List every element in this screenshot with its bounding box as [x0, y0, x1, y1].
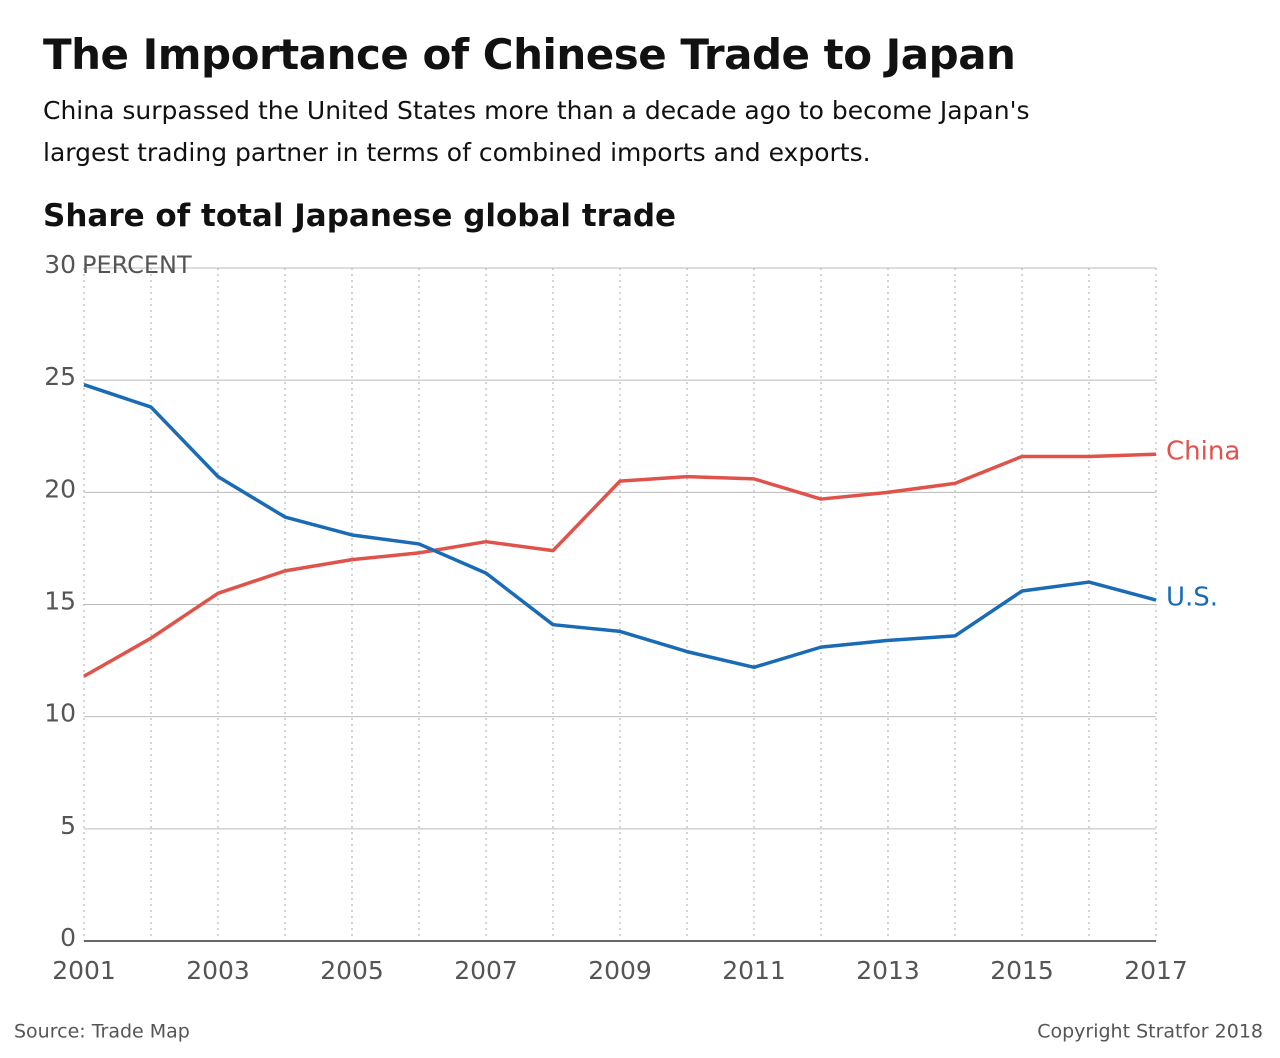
- copyright: Copyright Stratfor 2018: [1037, 1021, 1263, 1043]
- y-tick-label: 5: [60, 811, 76, 840]
- x-tick-label: 2009: [588, 956, 652, 985]
- y-tick-label: 20: [44, 474, 76, 503]
- x-tick-label: 2007: [454, 956, 518, 985]
- x-tick-label: 2013: [856, 956, 920, 985]
- source: Source: Trade Map: [14, 1021, 190, 1043]
- series-label: China: [1166, 437, 1240, 467]
- y-tick-label: 30: [44, 250, 76, 279]
- chart-title: Share of total Japanese global trade: [43, 198, 677, 234]
- y-tick-label: 10: [44, 699, 76, 728]
- x-tick-label: 2003: [186, 956, 250, 985]
- series-line: [83, 382, 1157, 670]
- series-line: [83, 452, 1157, 678]
- title: The Importance of Chinese Trade to Japan: [43, 30, 1016, 79]
- x-tick-label: 2001: [52, 956, 116, 985]
- y-tick-label: 25: [44, 362, 76, 391]
- x-tick-label: 2017: [1124, 956, 1188, 985]
- x-tick-label: 2011: [722, 956, 786, 985]
- subtitle: China surpassed the United States more t…: [43, 96, 1030, 167]
- x-tick-label: 2015: [990, 956, 1054, 985]
- y-tick-label: 0: [60, 923, 76, 952]
- x-tick-label: 2005: [320, 956, 384, 985]
- y-axis-label: PERCENT: [82, 251, 192, 279]
- y-tick-label: 15: [44, 587, 76, 616]
- series-label: U.S.: [1166, 583, 1218, 613]
